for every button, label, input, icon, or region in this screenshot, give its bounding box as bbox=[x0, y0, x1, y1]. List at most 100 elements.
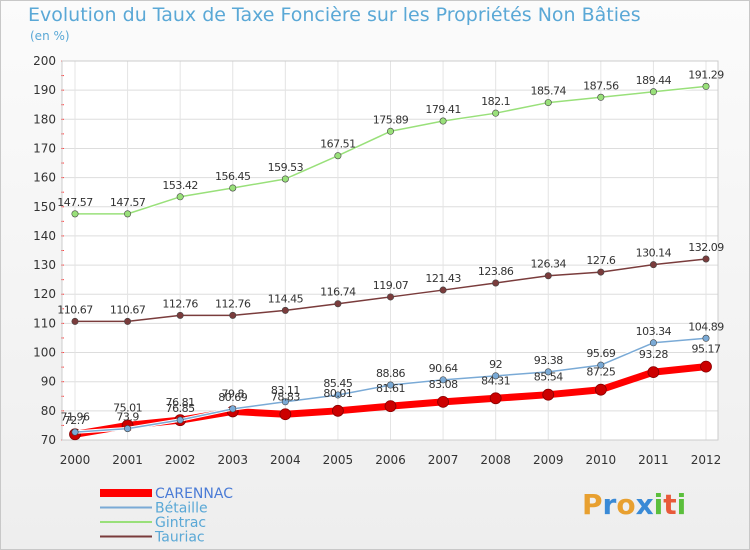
y-tick-label: 200 bbox=[33, 54, 56, 68]
data-point-gintrac bbox=[176, 193, 184, 201]
data-label-gintrac: 153.42 bbox=[162, 179, 198, 192]
data-label-tauriac: 112.76 bbox=[215, 297, 251, 310]
x-tick-label: 2011 bbox=[638, 453, 669, 467]
x-tick-label: 2004 bbox=[270, 453, 301, 467]
data-label-bétaille: 72.7 bbox=[64, 414, 87, 427]
legend-label-gintrac: Gintrac bbox=[155, 515, 206, 531]
logo-letter: x bbox=[635, 488, 654, 521]
y-tick-label: 100 bbox=[33, 346, 56, 360]
data-point-bétaille bbox=[492, 372, 500, 380]
data-point-gintrac bbox=[334, 152, 342, 160]
y-axis-unit-label: (en %) bbox=[30, 29, 70, 43]
x-tick-label: 2007 bbox=[428, 453, 459, 467]
data-label-bétaille: 85.45 bbox=[323, 377, 352, 390]
y-tick-label: 120 bbox=[33, 287, 56, 301]
data-label-gintrac: 191.29 bbox=[688, 68, 724, 81]
data-point-tauriac bbox=[386, 293, 394, 301]
logo-letter: i bbox=[676, 488, 687, 521]
data-label-bétaille: 73.9 bbox=[116, 411, 139, 424]
data-label-bétaille: 104.89 bbox=[688, 320, 724, 333]
data-label-bétaille: 90.64 bbox=[429, 362, 458, 375]
data-point-tauriac bbox=[439, 286, 447, 294]
data-label-tauriac: 110.67 bbox=[110, 303, 146, 316]
data-label-bétaille: 80.69 bbox=[218, 391, 247, 404]
y-tick-label: 140 bbox=[33, 229, 56, 243]
legend-label-carennac: CARENNAC bbox=[155, 486, 233, 502]
data-label-bétaille: 88.86 bbox=[376, 367, 405, 380]
data-label-gintrac: 147.57 bbox=[110, 196, 146, 209]
data-point-tauriac bbox=[702, 255, 710, 263]
x-tick-label: 2003 bbox=[217, 453, 248, 467]
x-tick-label: 2012 bbox=[691, 453, 722, 467]
legend-label-bétaille: Bétaille bbox=[155, 501, 208, 517]
data-label-gintrac: 189.44 bbox=[636, 74, 672, 87]
x-tick-label: 2005 bbox=[323, 453, 354, 467]
chart-title: Evolution du Taux de Taxe Foncière sur l… bbox=[28, 4, 641, 26]
data-point-carennac bbox=[594, 383, 607, 396]
logo-letter: r bbox=[602, 488, 617, 521]
y-tick-label: 110 bbox=[33, 316, 56, 330]
y-tick-label: 180 bbox=[33, 112, 56, 126]
data-point-gintrac bbox=[649, 88, 657, 96]
data-label-tauriac: 110.67 bbox=[57, 303, 93, 316]
data-label-carennac: 81.61 bbox=[376, 382, 405, 395]
data-label-carennac: 93.28 bbox=[639, 348, 668, 361]
data-label-tauriac: 116.74 bbox=[320, 286, 356, 299]
x-tick-label: 2001 bbox=[112, 453, 143, 467]
data-point-bétaille bbox=[281, 398, 289, 406]
data-point-bétaille bbox=[649, 339, 657, 347]
data-point-tauriac bbox=[597, 268, 605, 276]
data-point-tauriac bbox=[334, 300, 342, 308]
logo-letter: o bbox=[616, 488, 636, 521]
y-tick-label: 80 bbox=[41, 404, 56, 418]
data-point-carennac bbox=[437, 395, 449, 408]
y-tick-label: 70 bbox=[41, 433, 56, 447]
data-point-gintrac bbox=[229, 184, 237, 192]
data-point-bétaille bbox=[386, 381, 394, 389]
data-point-carennac bbox=[647, 366, 660, 379]
data-label-gintrac: 179.41 bbox=[425, 103, 461, 116]
data-label-carennac: 71.96 bbox=[61, 410, 90, 423]
data-point-tauriac bbox=[492, 279, 500, 287]
y-tick-label: 90 bbox=[41, 375, 56, 389]
data-point-carennac bbox=[332, 404, 344, 417]
data-label-carennac: 80.01 bbox=[323, 387, 352, 400]
plot-border bbox=[61, 60, 719, 441]
data-label-carennac: 78.83 bbox=[271, 390, 300, 403]
data-label-tauriac: 119.07 bbox=[373, 279, 409, 292]
y-tick-label: 150 bbox=[33, 200, 56, 214]
data-label-tauriac: 114.45 bbox=[268, 292, 304, 305]
data-point-gintrac bbox=[124, 210, 132, 218]
data-label-carennac: 76.81 bbox=[166, 396, 195, 409]
y-tick-label: 190 bbox=[33, 83, 56, 97]
data-point-bétaille bbox=[544, 368, 552, 376]
data-point-tauriac bbox=[176, 311, 184, 319]
logo-letter: i bbox=[653, 488, 664, 521]
data-point-bétaille bbox=[597, 361, 605, 369]
data-label-tauriac: 130.14 bbox=[636, 247, 672, 260]
data-point-bétaille bbox=[71, 428, 79, 436]
y-tick-label: 160 bbox=[33, 171, 56, 185]
data-label-gintrac: 147.57 bbox=[57, 196, 93, 209]
data-point-carennac bbox=[489, 392, 502, 405]
x-tick-label: 2002 bbox=[165, 453, 196, 467]
data-label-tauriac: 123.86 bbox=[478, 265, 514, 278]
data-label-carennac: 87.25 bbox=[586, 366, 615, 379]
data-label-tauriac: 126.34 bbox=[531, 258, 567, 271]
data-label-gintrac: 182.1 bbox=[481, 95, 510, 108]
x-tick-label: 2000 bbox=[60, 453, 91, 467]
data-point-tauriac bbox=[229, 311, 237, 319]
data-point-gintrac bbox=[281, 175, 289, 183]
data-label-tauriac: 112.76 bbox=[162, 297, 198, 310]
x-tick-label: 2009 bbox=[533, 453, 564, 467]
data-label-gintrac: 187.56 bbox=[583, 79, 619, 92]
data-label-gintrac: 175.89 bbox=[373, 113, 409, 126]
x-tick-label: 2010 bbox=[586, 453, 617, 467]
data-point-tauriac bbox=[544, 272, 552, 280]
data-point-carennac bbox=[384, 400, 397, 413]
data-label-tauriac: 127.6 bbox=[586, 254, 615, 267]
data-point-bétaille bbox=[124, 425, 132, 433]
data-label-bétaille: 95.69 bbox=[586, 347, 615, 360]
data-label-bétaille: 76.85 bbox=[166, 402, 195, 415]
